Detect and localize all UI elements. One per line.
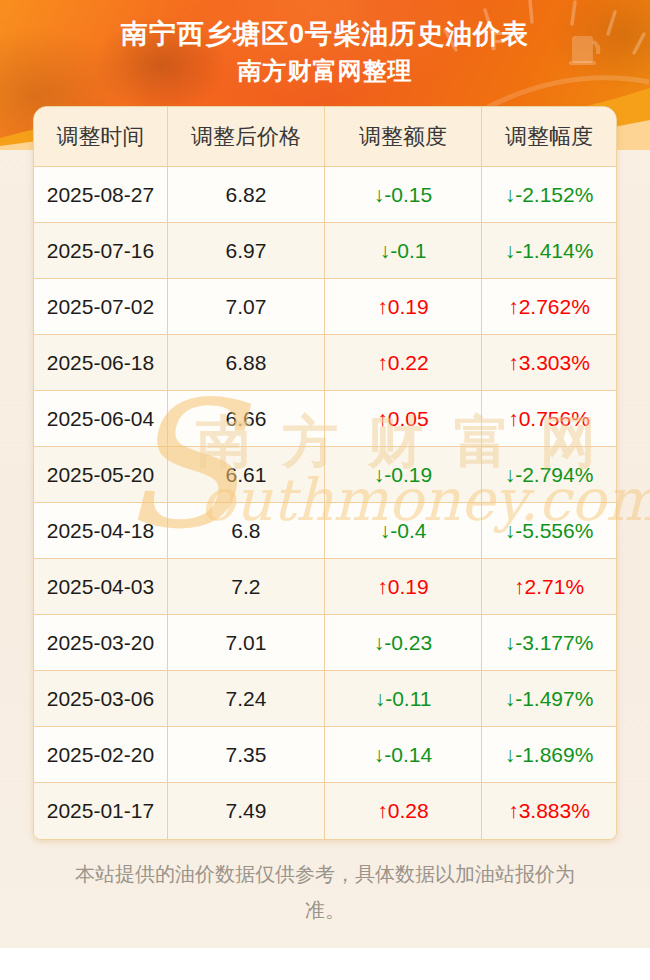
cell-change: ↓-0.19: [325, 447, 482, 502]
cell-price: 7.35: [168, 727, 325, 782]
cell-price: 7.01: [168, 615, 325, 670]
cell-change: ↓-0.4: [325, 503, 482, 558]
cell-percent: ↓-1.414%: [482, 223, 616, 278]
table-row: 2025-05-206.61↓-0.19↓-2.794%: [34, 447, 616, 503]
table-body: 2025-08-276.82↓-0.15↓-2.152%2025-07-166.…: [34, 167, 616, 839]
cell-change: ↑0.22: [325, 335, 482, 390]
table-row: 2025-03-067.24↓-0.11↓-1.497%: [34, 671, 616, 727]
cell-date: 2025-03-20: [34, 615, 168, 670]
footer: 本站提供的油价数据仅供参考，具体数据以加油站报价为准。: [0, 856, 650, 928]
cell-date: 2025-07-02: [34, 279, 168, 334]
table-row: 2025-04-037.2↑0.19↑2.71%: [34, 559, 616, 615]
cell-percent: ↓-1.497%: [482, 671, 616, 726]
cell-percent: ↑2.762%: [482, 279, 616, 334]
cell-percent: ↑2.71%: [482, 559, 616, 614]
cell-price: 6.61: [168, 447, 325, 502]
table-row: 2025-06-186.88↑0.22↑3.303%: [34, 335, 616, 391]
cell-price: 7.2: [168, 559, 325, 614]
cell-change: ↓-0.1: [325, 223, 482, 278]
cell-price: 7.07: [168, 279, 325, 334]
cell-date: 2025-04-18: [34, 503, 168, 558]
cell-change: ↑0.28: [325, 783, 482, 839]
table-header-row: 调整时间 调整后价格 调整额度 调整幅度: [34, 107, 616, 167]
oil-price-table: 调整时间 调整后价格 调整额度 调整幅度 2025-08-276.82↓-0.1…: [33, 106, 617, 840]
cell-percent: ↓-1.869%: [482, 727, 616, 782]
cell-date: 2025-08-27: [34, 167, 168, 222]
cell-price: 6.88: [168, 335, 325, 390]
cell-date: 2025-06-04: [34, 391, 168, 446]
table-row: 2025-07-027.07↑0.19↑2.762%: [34, 279, 616, 335]
table-row: 2025-06-046.66↑0.05↑0.756%: [34, 391, 616, 447]
cell-percent: ↓-3.177%: [482, 615, 616, 670]
column-header-adjusted-price: 调整后价格: [168, 107, 325, 166]
cell-percent: ↓-2.152%: [482, 167, 616, 222]
page-subtitle: 南方财富网整理: [0, 55, 650, 87]
cell-price: 7.49: [168, 783, 325, 839]
column-header-adjust-percent: 调整幅度: [482, 107, 616, 166]
table-row: 2025-02-207.35↓-0.14↓-1.869%: [34, 727, 616, 783]
cell-change: ↑0.19: [325, 559, 482, 614]
cell-change: ↑0.19: [325, 279, 482, 334]
column-header-adjust-time: 调整时间: [34, 107, 168, 166]
cell-change: ↓-0.15: [325, 167, 482, 222]
table-row: 2025-08-276.82↓-0.15↓-2.152%: [34, 167, 616, 223]
column-header-adjust-amount: 调整额度: [325, 107, 482, 166]
cell-date: 2025-04-03: [34, 559, 168, 614]
cell-change: ↓-0.11: [325, 671, 482, 726]
cell-date: 2025-05-20: [34, 447, 168, 502]
cell-change: ↓-0.23: [325, 615, 482, 670]
cell-percent: ↓-5.556%: [482, 503, 616, 558]
cell-date: 2025-02-20: [34, 727, 168, 782]
cell-price: 6.82: [168, 167, 325, 222]
table-row: 2025-07-166.97↓-0.1↓-1.414%: [34, 223, 616, 279]
footer-disclaimer: 本站提供的油价数据仅供参考，具体数据以加油站报价为准。: [73, 856, 578, 928]
cell-price: 6.8: [168, 503, 325, 558]
page-title: 南宁西乡塘区0号柴油历史油价表: [0, 16, 650, 52]
table-row: 2025-03-207.01↓-0.23↓-3.177%: [34, 615, 616, 671]
cell-date: 2025-06-18: [34, 335, 168, 390]
cell-price: 6.97: [168, 223, 325, 278]
cell-price: 7.24: [168, 671, 325, 726]
cell-change: ↓-0.14: [325, 727, 482, 782]
cell-date: 2025-03-06: [34, 671, 168, 726]
cell-date: 2025-07-16: [34, 223, 168, 278]
table-row: 2025-01-177.49↑0.28↑3.883%: [34, 783, 616, 839]
cell-change: ↑0.05: [325, 391, 482, 446]
cell-percent: ↑0.756%: [482, 391, 616, 446]
cell-percent: ↑3.883%: [482, 783, 616, 839]
cell-percent: ↑3.303%: [482, 335, 616, 390]
cell-percent: ↓-2.794%: [482, 447, 616, 502]
table-row: 2025-04-186.8↓-0.4↓-5.556%: [34, 503, 616, 559]
cell-date: 2025-01-17: [34, 783, 168, 839]
cell-price: 6.66: [168, 391, 325, 446]
